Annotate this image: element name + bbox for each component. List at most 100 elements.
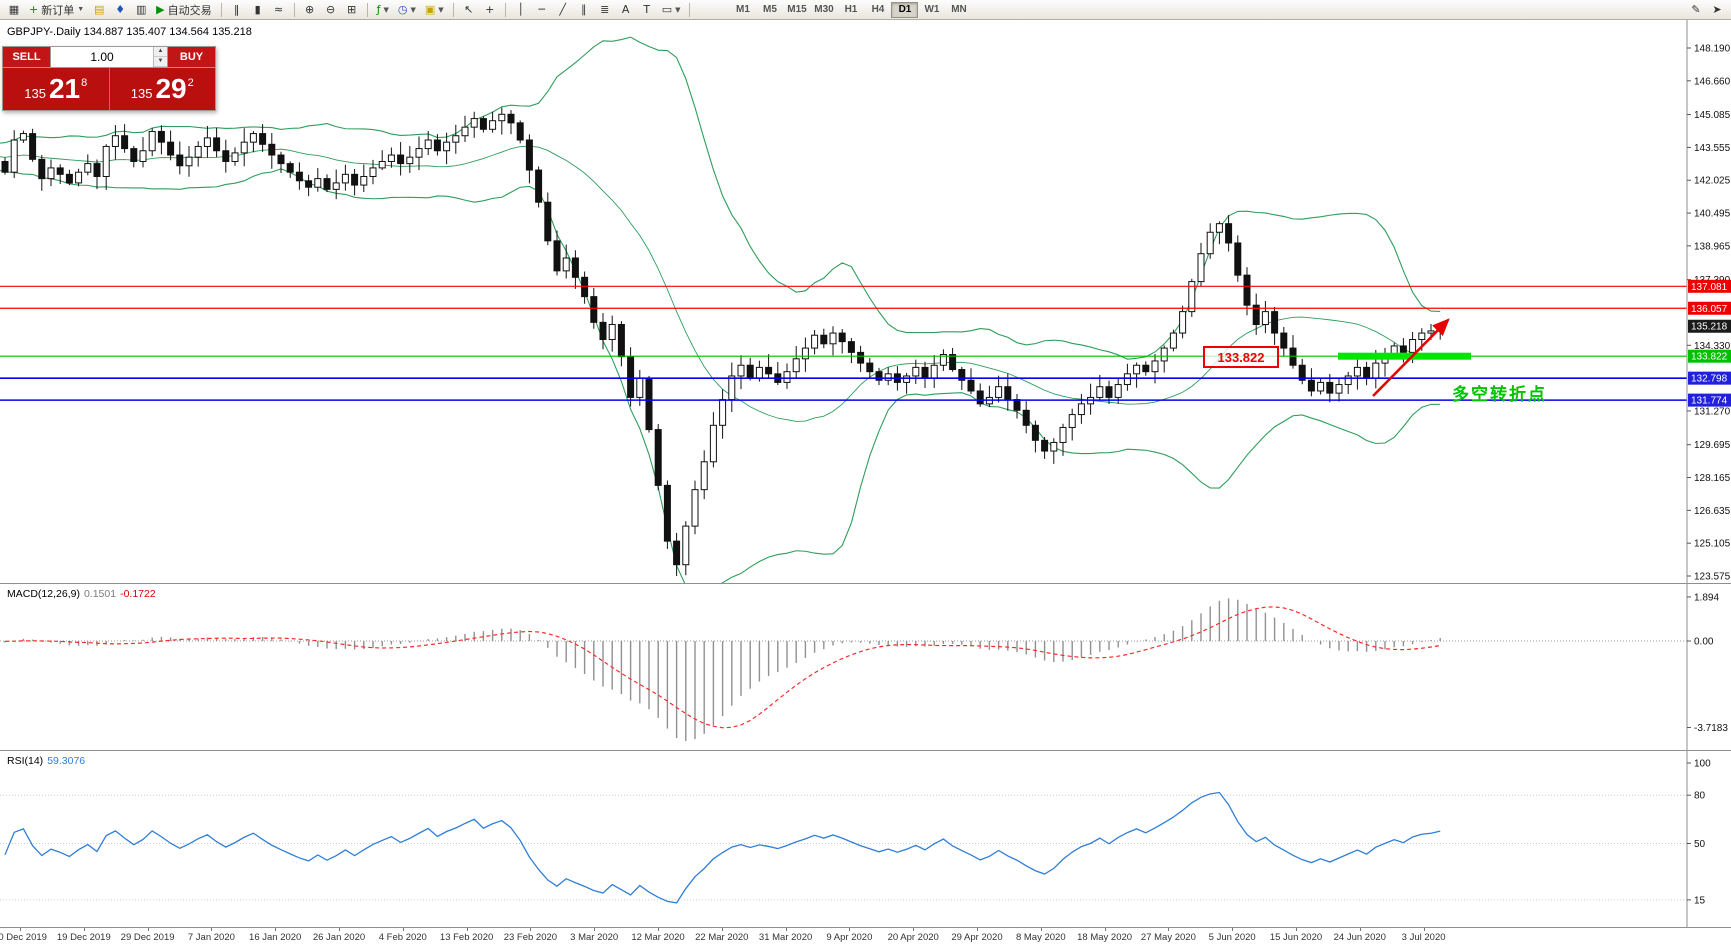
sell-price[interactable]: 135 21 8 <box>3 68 109 110</box>
time-axis-tick <box>594 928 596 931</box>
svg-text:132.798: 132.798 <box>1691 374 1728 385</box>
pointer-icon[interactable]: ➤ <box>1707 1 1727 18</box>
buy-button[interactable]: BUY <box>168 47 215 67</box>
sell-price-frac: 8 <box>81 77 88 89</box>
bar-chart-icon[interactable]: ‖ <box>227 1 247 18</box>
rsi-panel-canvas[interactable]: 100 80 50 15 <box>0 751 1731 927</box>
support-price-annotation[interactable]: 133.822 <box>1203 346 1279 368</box>
time-axis-tick <box>1296 928 1297 931</box>
svg-text:136.057: 136.057 <box>1691 304 1728 315</box>
svg-text:80: 80 <box>1694 791 1706 802</box>
tile-windows-icon[interactable]: ⊞ <box>342 1 362 18</box>
time-axis-tick <box>1168 928 1170 931</box>
zoom-in-icon[interactable]: ⊕ <box>300 1 320 18</box>
timeframe-D1[interactable]: D1 <box>891 1 919 18</box>
templates-icon[interactable]: ▣ ▼ <box>421 1 448 18</box>
navigator-icon: ▥ <box>135 3 147 16</box>
horizontal-level-lines[interactable] <box>0 285 1687 401</box>
svg-text:145.085: 145.085 <box>1694 110 1731 121</box>
timeframe-M30[interactable]: M30 <box>810 2 837 18</box>
zoom-out-icon[interactable]: ⊖ <box>321 1 341 18</box>
panel-separator[interactable] <box>0 750 1731 751</box>
time-axis-label: 7 Jan 2020 <box>187 932 235 943</box>
timeframe-M1[interactable]: M1 <box>729 2 756 18</box>
lot-size-input[interactable] <box>51 47 153 67</box>
pointer-icon: ➤ <box>1712 3 1722 16</box>
text-icon[interactable]: A <box>616 1 636 18</box>
timeframe-H1[interactable]: H1 <box>837 2 864 18</box>
svg-text:125.105: 125.105 <box>1694 539 1731 550</box>
time-axis-tick <box>530 928 532 931</box>
time-axis-label: 26 Jan 2020 <box>312 932 366 943</box>
pencil-icon[interactable]: ✎ <box>1686 1 1706 18</box>
time-axis-tick <box>1040 928 1042 931</box>
sell-button[interactable]: SELL <box>3 47 50 67</box>
time-axis-tick <box>913 928 915 931</box>
channel-icon: ∥ <box>580 3 587 16</box>
candlestick-chart-icon[interactable]: ▮ <box>248 1 268 18</box>
vertical-line-icon[interactable]: │ <box>511 1 531 18</box>
macd-panel-canvas[interactable]: 1.894 0.00 -3.7183 <box>0 584 1731 750</box>
toolbar-separator <box>689 2 691 17</box>
price-axis-badges: 137.081 136.057 135.218 133.822 132.798 131.7… <box>1688 279 1731 407</box>
panel-separator[interactable] <box>0 583 1731 584</box>
new-order-button[interactable]: + 新订单 ▼ <box>25 1 88 18</box>
time-axis-label: 29 Apr 2020 <box>951 932 1003 943</box>
time-axis-label: 12 Mar 2020 <box>631 932 685 943</box>
pencil-icon: ✎ <box>1691 3 1701 16</box>
one-click-trading-panel: SELL ▲ ▼ BUY 135 21 8 135 29 2 <box>2 46 216 111</box>
time-axis-label: 24 Jun 2020 <box>1333 932 1386 943</box>
fibonacci-icon[interactable]: ≣ <box>595 1 615 18</box>
navigator-icon[interactable]: ▥ <box>131 1 151 18</box>
horizontal-line-icon[interactable]: ─ <box>532 1 552 18</box>
macd-name: MACD(12,26,9) <box>7 588 80 600</box>
svg-text:-3.7183: -3.7183 <box>1694 723 1728 734</box>
timeframe-M5[interactable]: M5 <box>756 2 783 18</box>
toolbar-separator <box>293 2 295 17</box>
profiles-icon[interactable]: ▤ <box>89 1 109 18</box>
channel-icon[interactable]: ∥ <box>574 1 594 18</box>
line-chart-icon[interactable]: ≈ <box>269 1 289 18</box>
timeframe-H4[interactable]: H4 <box>864 2 891 18</box>
periods-icon[interactable]: ◷ ▼ <box>394 1 420 18</box>
time-axis-tick <box>977 928 978 931</box>
crosshair-icon[interactable]: + <box>480 1 500 18</box>
buy-price-main: 135 <box>130 86 153 101</box>
new-order-button: + <box>29 3 39 16</box>
indicators-icon[interactable]: ƒ ▼ <box>373 1 393 18</box>
cursor-icon[interactable]: ↖ <box>459 1 479 18</box>
timeframe-W1[interactable]: W1 <box>918 2 945 18</box>
chart-window-icon[interactable]: ▦ <box>4 1 24 18</box>
buy-price-frac: 2 <box>187 77 194 89</box>
svg-text:138.965: 138.965 <box>1694 241 1731 252</box>
rsi-name: RSI(14) <box>7 755 44 767</box>
buy-price[interactable]: 135 29 2 <box>108 68 216 110</box>
indicators-icon: ƒ <box>376 3 381 16</box>
market-watch-icon[interactable]: ♦ <box>110 1 130 18</box>
time-axis-label: 4 Feb 2020 <box>378 932 427 943</box>
time-axis-tick <box>20 928 21 931</box>
toolbar-separator <box>504 2 506 17</box>
svg-text:50: 50 <box>1694 839 1706 850</box>
time-axis[interactable]: 10 Dec 2019 19 Dec 2019 29 Dec 2019 7 Jan 2… <box>0 927 1731 946</box>
timeframe-M15[interactable]: M15 <box>783 2 810 18</box>
main-chart-canvas[interactable]: 148.190 146.660 145.085 143.555 142.025 140.4… <box>0 20 1731 583</box>
shapes-icon[interactable]: ▭ ▼ <box>658 1 685 18</box>
support-zone-bar <box>1338 352 1471 360</box>
auto-trading-button[interactable]: ▶ 自动交易 <box>152 1 215 18</box>
label-icon[interactable]: T <box>637 1 657 18</box>
time-axis-label: 22 Mar 2020 <box>695 932 749 943</box>
trendline-icon[interactable]: ╱ <box>553 1 573 18</box>
timeframe-MN[interactable]: MN <box>945 2 972 18</box>
macd-main-value: 0.1501 <box>83 588 117 600</box>
svg-text:126.635: 126.635 <box>1694 506 1731 517</box>
svg-text:137.081: 137.081 <box>1691 282 1728 293</box>
lot-increase-button[interactable]: ▲ <box>154 47 167 57</box>
time-axis-label: 20 Apr 2020 <box>887 932 939 943</box>
macd-histogram <box>4 598 1441 741</box>
time-axis-label: 27 May 2020 <box>1140 932 1196 943</box>
trend-arrow[interactable] <box>1372 318 1450 397</box>
rsi-line <box>4 791 1441 904</box>
lot-decrease-button[interactable]: ▼ <box>154 57 167 67</box>
pivot-point-annotation[interactable]: 多空转折点 <box>1452 385 1547 404</box>
